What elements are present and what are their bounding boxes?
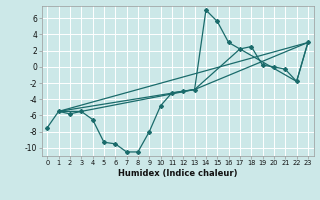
X-axis label: Humidex (Indice chaleur): Humidex (Indice chaleur): [118, 169, 237, 178]
